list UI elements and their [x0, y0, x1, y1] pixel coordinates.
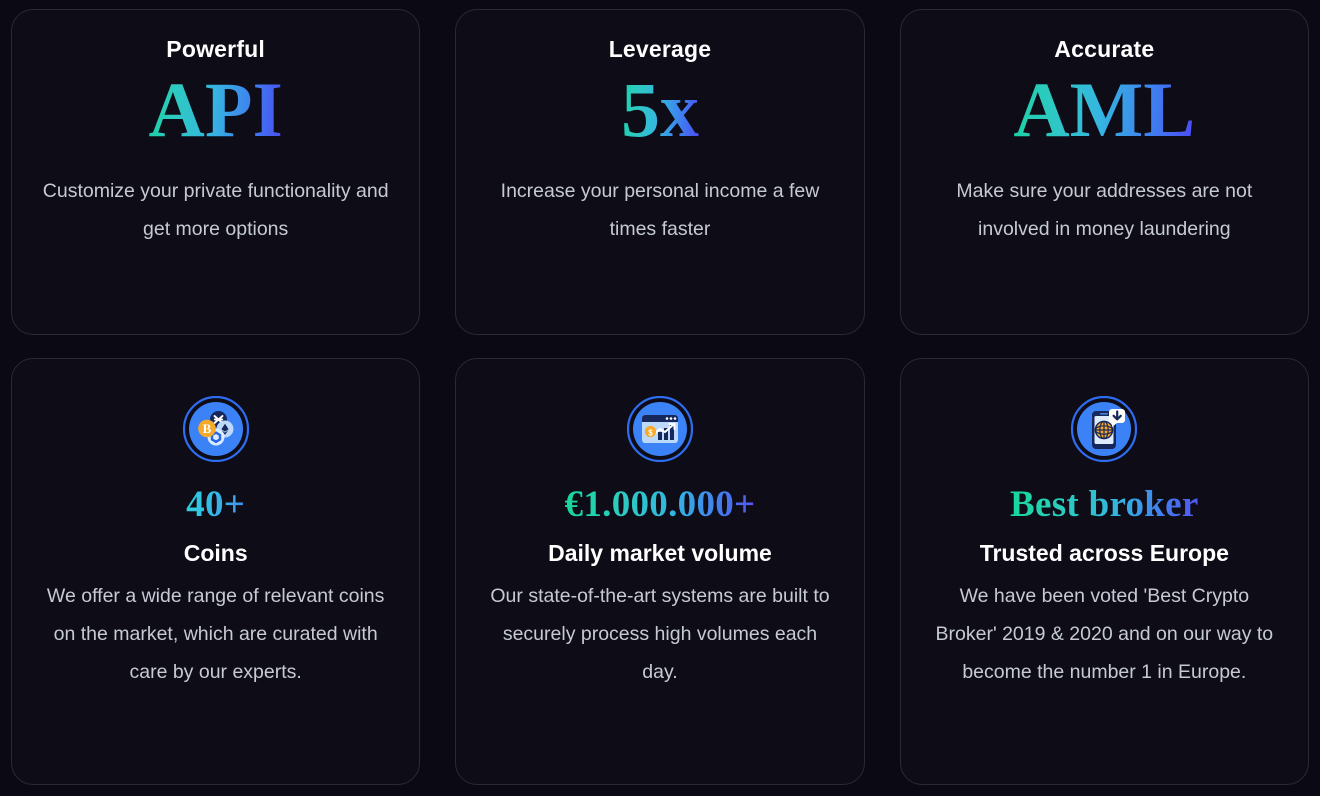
feature-card-aml[interactable]: Accurate AML Make sure your addresses ar…: [899, 9, 1309, 335]
market-chart-window-icon: $: [626, 396, 693, 462]
mobile-download-icon: [1071, 396, 1138, 462]
feature-card-leverage[interactable]: Leverage 5x Increase your personal incom…: [455, 9, 865, 335]
card-description: Customize your private functionality and…: [42, 179, 389, 240]
card-description: Make sure your addresses are not involve…: [956, 179, 1253, 240]
crypto-coins-icon: B: [182, 396, 249, 462]
card-description: We offer a wide range of relevant coins …: [46, 585, 385, 684]
card-stat: €1.000.000+: [564, 484, 756, 525]
card-description: Our state-of-the-art systems are built t…: [490, 585, 830, 684]
card-headline: 5x: [620, 65, 699, 153]
card-headline: AML: [1013, 65, 1196, 153]
feature-card-best-broker[interactable]: Best broker Trusted across Europe We hav…: [899, 358, 1309, 785]
card-description: We have been voted 'Best Crypto Broker' …: [935, 585, 1274, 684]
feature-card-api[interactable]: Powerful API Customize your private func…: [11, 9, 421, 335]
feature-card-coins[interactable]: B 40+ Coins We offer a wide range of rel…: [11, 358, 421, 785]
card-stat-label: Trusted across Europe: [979, 540, 1229, 567]
card-eyebrow: Leverage: [608, 36, 712, 62]
card-stat-label: Daily market volume: [548, 540, 772, 567]
card-stat: Best broker: [1010, 484, 1199, 525]
svg-text:B: B: [202, 421, 211, 436]
card-stat-label: Coins: [183, 540, 248, 567]
card-eyebrow: Accurate: [1054, 36, 1155, 62]
card-headline: API: [148, 65, 283, 153]
card-stat: 40+: [186, 484, 246, 525]
card-description: Increase your personal income a few time…: [500, 179, 820, 240]
card-eyebrow: Powerful: [166, 36, 266, 62]
svg-text:$: $: [648, 428, 653, 437]
feature-card-daily-volume[interactable]: $ €1.000.000+ Daily market volume Our st…: [455, 358, 865, 785]
